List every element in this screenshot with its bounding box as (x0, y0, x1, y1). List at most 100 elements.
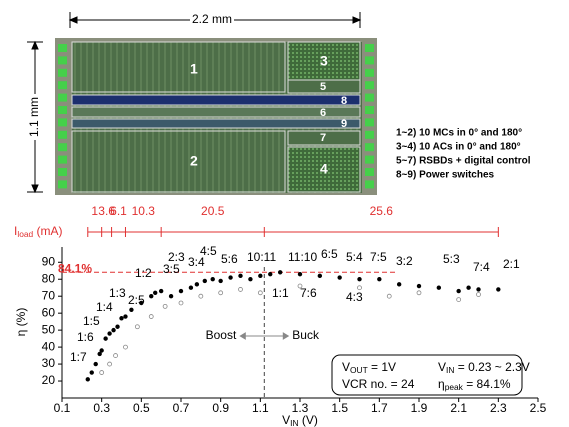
point (318, 274, 322, 278)
info-text-main: η (438, 377, 445, 391)
ratio-label: 1:5 (83, 314, 100, 328)
y-tick-label: 50 (42, 322, 56, 336)
ratio-label: 2:3 (168, 250, 185, 264)
y-tick-label: 60 (42, 305, 56, 319)
ratio-label: 4:3 (346, 290, 363, 304)
x-tick-label: 0.3 (93, 401, 110, 415)
point (112, 328, 116, 332)
pad (58, 143, 67, 151)
pad (58, 118, 67, 126)
point (104, 337, 108, 341)
width-label: 2.2 mm (192, 12, 232, 26)
point (457, 289, 461, 293)
y-tick-label: 20 (42, 373, 56, 387)
point (116, 325, 120, 329)
x-axis-label: VIN (V) (282, 413, 318, 427)
pad (365, 94, 374, 102)
point (477, 288, 481, 292)
point (497, 288, 501, 292)
point (259, 274, 263, 278)
ratio-label: 7:6 (300, 286, 317, 300)
ratio-label: 1:2 (135, 266, 152, 280)
y-tick-label: 70 (42, 288, 56, 302)
block-label: 1 (190, 61, 198, 77)
point (249, 277, 253, 281)
pad (365, 168, 374, 176)
x-tick-label: 2.1 (450, 401, 467, 415)
x-axis-label-main: V (282, 413, 290, 427)
point (219, 279, 223, 283)
chart: 20304050607080900.10.30.50.70.91.11.31.5… (14, 204, 547, 427)
point (211, 277, 215, 281)
point (98, 352, 102, 356)
y-axis-label: η (%) (14, 308, 28, 337)
point (189, 286, 193, 290)
hollow-point (477, 293, 481, 297)
load-value: 10.3 (132, 204, 156, 218)
hollow-point (100, 371, 104, 375)
x-tick-label: 2.5 (530, 401, 547, 415)
point (120, 316, 124, 320)
ratio-label: 1:7 (70, 350, 87, 364)
x-tick-label: 2.3 (490, 401, 507, 415)
ratio-label: 5:4 (346, 250, 363, 264)
y-tick-label: 40 (42, 339, 56, 353)
point (159, 289, 163, 293)
block-label: 6 (320, 107, 326, 119)
point (239, 274, 243, 278)
pad (58, 94, 67, 102)
pad (365, 180, 374, 188)
ratio-label: 6:5 (321, 247, 338, 261)
point (203, 279, 207, 283)
x-tick-label: 0.1 (54, 401, 71, 415)
hollow-point (149, 315, 153, 319)
load-value: 25.6 (370, 204, 394, 218)
pad (365, 143, 374, 151)
pad (365, 56, 374, 64)
y-tick-label: 30 (42, 356, 56, 370)
hollow-point (179, 301, 183, 305)
pad (58, 131, 67, 139)
block-label: 7 (320, 132, 326, 144)
y-tick-label: 90 (42, 254, 56, 268)
x-tick-label: 0.9 (212, 401, 229, 415)
pad (58, 81, 67, 89)
ratio-label: 1:4 (96, 300, 113, 314)
block-label: 2 (190, 153, 198, 169)
x-axis-label-sub: IN (290, 418, 298, 427)
ratio-label: 3:2 (396, 254, 413, 268)
point (86, 378, 90, 382)
pad (365, 81, 374, 89)
hollow-point (163, 304, 167, 308)
block-label: 3 (320, 53, 328, 69)
hollow-point (108, 362, 112, 366)
figure: 2.2 mm 1.1 mm 1 2 3 4 5 6 7 8 9 1~2) 10 … (0, 0, 569, 427)
point (298, 272, 302, 276)
ratio-label: 7:5 (370, 250, 387, 264)
hollow-point (239, 287, 243, 291)
x-axis-label-rest: (V) (299, 413, 318, 427)
point (467, 286, 471, 290)
hollow-point (123, 345, 127, 349)
point (378, 277, 382, 281)
point (229, 276, 233, 280)
point (90, 371, 94, 375)
info-text-main: VCR no. = 24 (342, 377, 415, 391)
x-tick-label: 1.7 (371, 401, 388, 415)
note: 3~4) 10 ACs in 0° and 180° (396, 142, 521, 153)
note: 8~9) Power switches (396, 170, 495, 181)
block-label: 9 (341, 118, 347, 130)
point (437, 286, 441, 290)
pad (365, 106, 374, 114)
hollow-point (135, 325, 139, 329)
ratio-label: 2:1 (503, 257, 520, 271)
y-tick-label: 80 (42, 271, 56, 285)
reference-label: 84.1% (58, 261, 92, 275)
hollow-point (457, 298, 461, 302)
load-label-rest: (mA) (33, 224, 62, 238)
pad (365, 69, 374, 77)
pad (365, 44, 374, 52)
ratio-label: 5:3 (443, 252, 460, 266)
hollow-point (219, 291, 223, 295)
point (108, 332, 112, 336)
